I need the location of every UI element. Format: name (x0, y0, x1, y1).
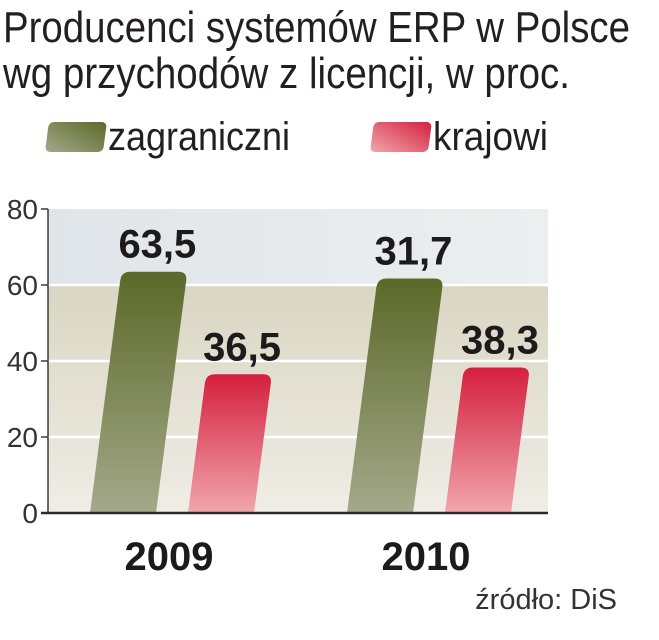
legend-item-zagraniczni: zagraniczni (45, 115, 290, 159)
x-category-label: 2010 (382, 535, 471, 579)
bar-krajowi-2009 (188, 374, 271, 513)
legend-label-krajowi: krajowi (433, 115, 548, 159)
legend-swatch-zagraniczni (45, 122, 107, 152)
legend: zagraniczni krajowi (45, 115, 548, 159)
source-note: źródło: DiS (475, 584, 617, 616)
chart-title: Producenci systemów ERP w Polsce (3, 3, 630, 52)
legend-swatch-krajowi (370, 122, 432, 152)
bar-zagraniczni-2010 (347, 278, 443, 513)
y-tick-label: 80 (7, 194, 38, 225)
data-label-zagraniczni-2010: 31,7 (375, 230, 453, 274)
y-tick-label: 0 (22, 498, 38, 529)
bar-zagraniczni-2009 (90, 271, 187, 513)
bars (90, 271, 529, 513)
data-label-krajowi-2010: 38,3 (461, 318, 539, 362)
chart-subtitle: wg przychodów z licencji, w proc. (2, 49, 570, 98)
plot-area: 0 20 40 60 80 63,5 36,5 31,738,3 2009 2010 (7, 194, 548, 579)
category-labels: 2009 2010 (125, 535, 471, 579)
bar-krajowi-2010 (445, 367, 529, 513)
y-axis: 0 20 40 60 80 (7, 194, 548, 529)
data-label-zagraniczni-2009: 63,5 (118, 223, 196, 267)
legend-label-zagraniczni: zagraniczni (108, 115, 290, 159)
y-tick-label: 60 (7, 270, 38, 301)
data-labels: 63,5 36,5 31,738,3 (118, 223, 538, 370)
y-tick-label: 40 (7, 346, 38, 377)
x-category-label: 2009 (125, 535, 214, 579)
y-tick-label: 20 (7, 422, 38, 453)
data-label-krajowi-2009: 36,5 (203, 325, 281, 369)
legend-item-krajowi: krajowi (370, 115, 548, 159)
